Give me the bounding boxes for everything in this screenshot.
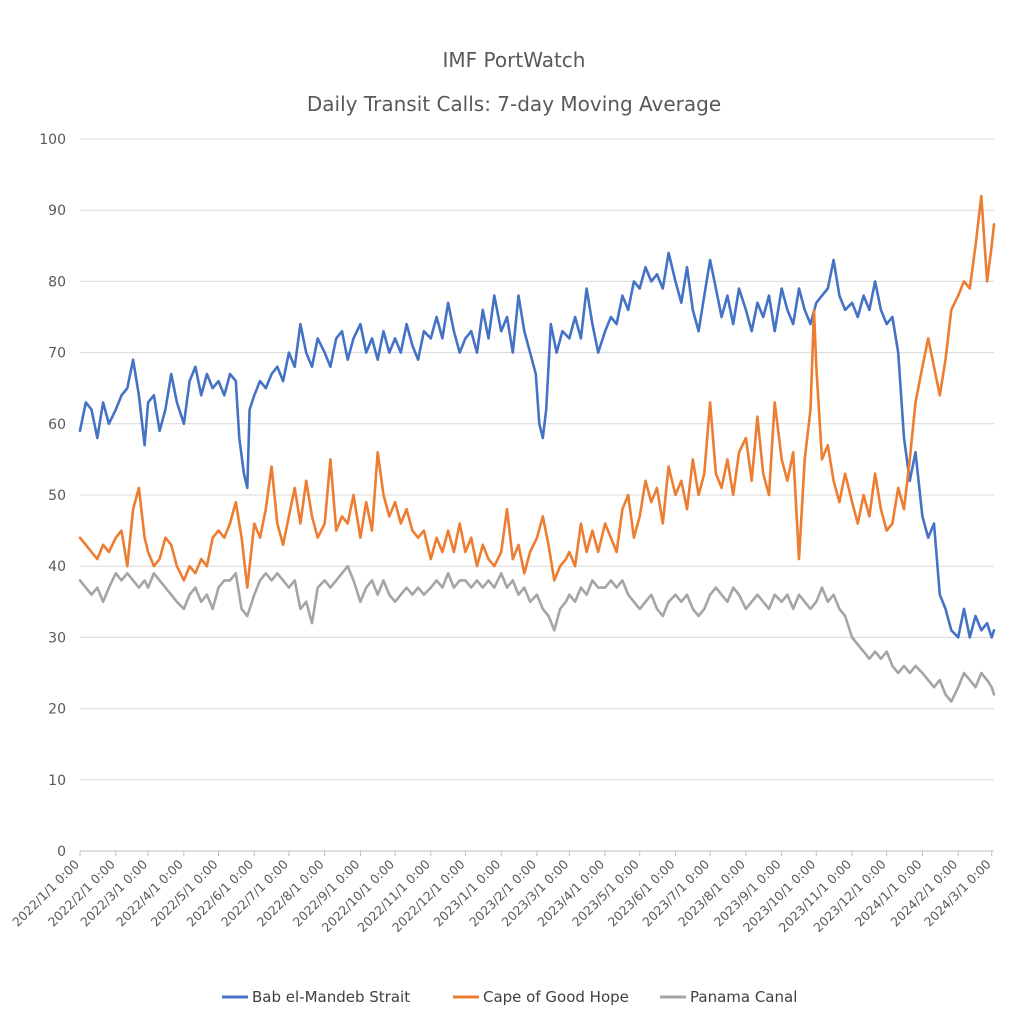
y-tick-label: 40 (48, 559, 66, 575)
series-line-panama-canal (78, 564, 996, 703)
y-tick-label: 70 (48, 346, 66, 362)
y-tick-label: 60 (48, 417, 66, 433)
legend-label: Bab el-Mandeb Strait (252, 988, 410, 1006)
y-tick-label: 50 (48, 488, 66, 504)
chart-subtitle: Daily Transit Calls: 7-day Moving Averag… (307, 92, 721, 116)
chart-title: IMF PortWatch (443, 48, 586, 72)
legend-label: Cape of Good Hope (483, 988, 629, 1006)
series-lines (78, 194, 996, 703)
y-tick-label: 20 (48, 702, 66, 718)
gridlines (80, 138, 994, 852)
series-line-cape-of-good-hope (78, 194, 996, 589)
legend: Bab el-Mandeb Strait Cape of Good Hope Pan… (222, 988, 797, 1006)
y-tick-label: 100 (39, 132, 66, 148)
y-axis-ticks: 0 10 20 30 40 50 60 70 80 90 100 (39, 132, 66, 860)
y-tick-label: 90 (48, 203, 66, 219)
y-tick-label: 0 (57, 844, 66, 860)
legend-label: Panama Canal (690, 988, 797, 1006)
series-line-bab-el-mandeb-strait (78, 251, 996, 639)
y-tick-label: 80 (48, 274, 66, 290)
y-tick-label: 10 (48, 773, 66, 789)
y-tick-label: 30 (48, 630, 66, 646)
